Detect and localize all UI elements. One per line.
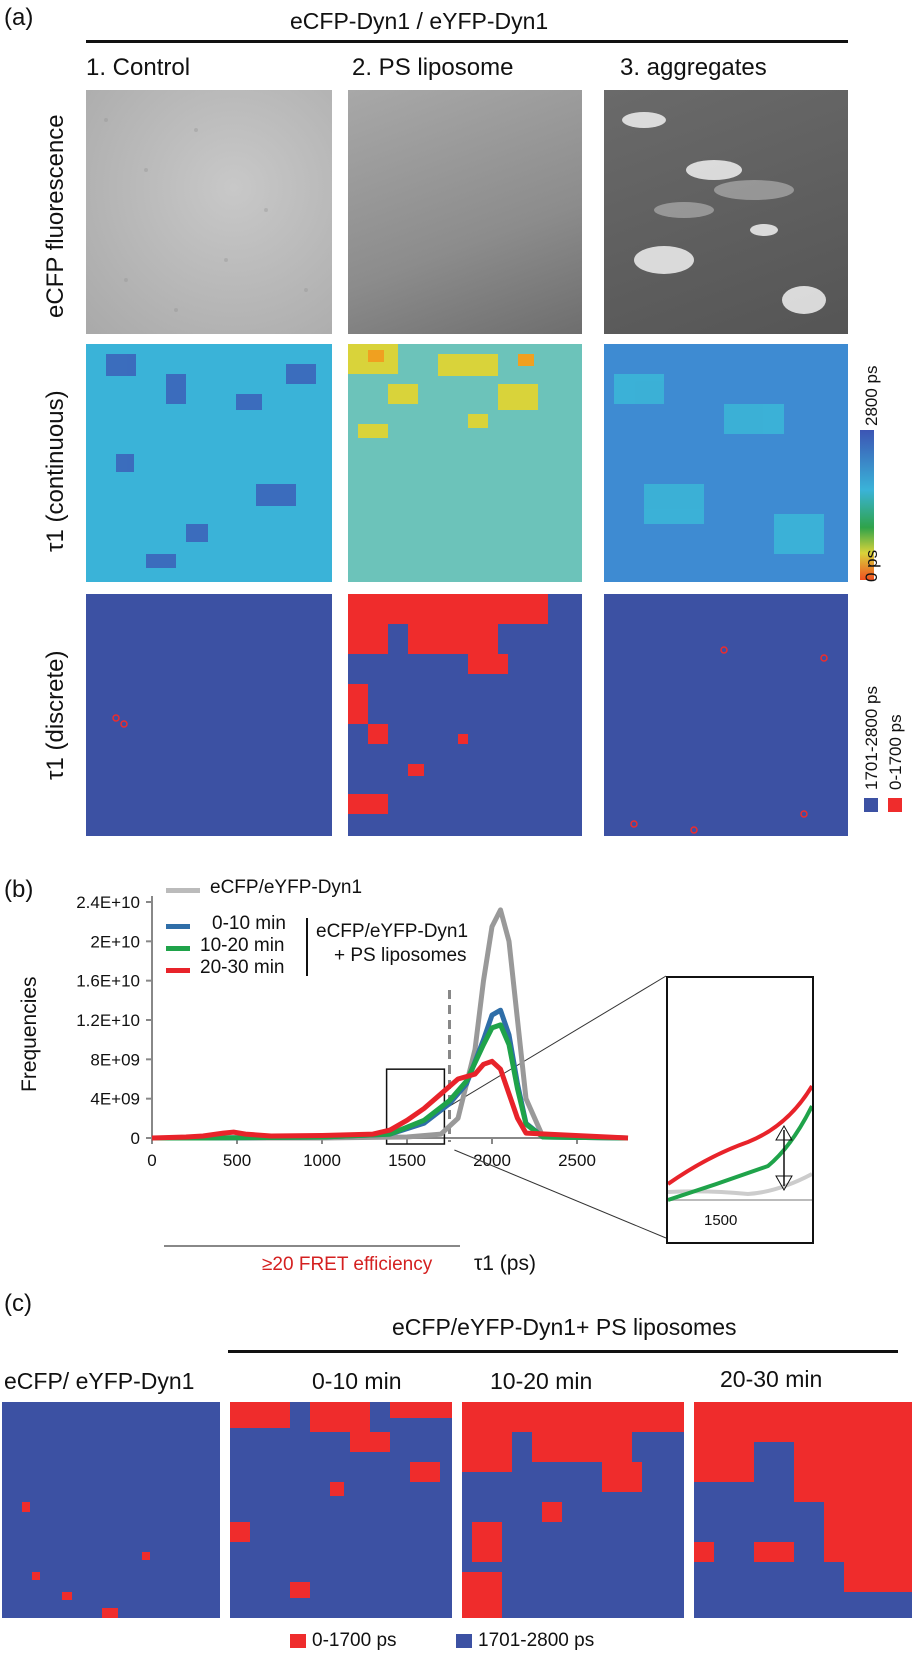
y-tick-label: 2.4E+10 bbox=[76, 893, 140, 912]
x-tick-label: 2500 bbox=[558, 1151, 596, 1170]
x-tick-label: 500 bbox=[223, 1151, 251, 1170]
x-tick-label: 0 bbox=[147, 1151, 156, 1170]
legend-label-0-10: 0-10 min bbox=[212, 913, 286, 934]
legend-label-control: eCFP/eYFP-Dyn1 bbox=[210, 877, 363, 898]
bright-aggregates bbox=[622, 112, 826, 314]
row-label-continuous: τ1 (continuous) bbox=[42, 390, 69, 552]
legend-line-0-10 bbox=[166, 924, 190, 929]
fluorescence-image-ps-liposome bbox=[348, 90, 582, 334]
y-tick-label: 2E+10 bbox=[90, 932, 140, 951]
column-label-ps-liposome: 2. PS liposome bbox=[352, 54, 514, 81]
y-tick-label: 4E+09 bbox=[90, 1090, 140, 1109]
inset-green-line bbox=[668, 1105, 812, 1202]
discrete-map-c-control bbox=[2, 1402, 220, 1618]
discrete-map-c-20-30 bbox=[694, 1402, 912, 1618]
discrete-map-c-0-10 bbox=[230, 1402, 452, 1618]
legend-group-line1: eCFP/eYFP-Dyn1 bbox=[316, 921, 469, 942]
y-tick-label: 1.6E+10 bbox=[76, 972, 140, 991]
column-label-aggregates: 3. aggregates bbox=[620, 54, 767, 81]
legend-line-10-20 bbox=[166, 946, 190, 951]
panel-c-label: (c) bbox=[4, 1290, 32, 1317]
series-line-1 bbox=[152, 1007, 629, 1141]
x-tick-label: 1500 bbox=[388, 1151, 426, 1170]
legend-line-control bbox=[166, 888, 200, 893]
legend-swatch-blue bbox=[864, 798, 878, 812]
continuous-map-aggregates bbox=[604, 344, 848, 582]
x-tick-label: 1000 bbox=[303, 1151, 341, 1170]
c-legend-swatch-red bbox=[290, 1634, 306, 1648]
panel-c-group-header: eCFP/eYFP-Dyn1+ PS liposomes bbox=[392, 1314, 737, 1340]
inset-red-line bbox=[668, 1084, 812, 1186]
frequency-chart: 0 4E+09 8E+09 1.2E+10 1.6E+10 2E+10 2.4E+10 0 50… bbox=[76, 893, 667, 1239]
discrete-legend-blue-label: 1701-2800 ps bbox=[862, 686, 881, 790]
row-label-fluorescence: eCFP fluorescence bbox=[42, 114, 69, 318]
colorbar-min-label: 0 ps bbox=[862, 549, 881, 582]
panel-c-column-10-20: 10-20 min bbox=[490, 1368, 593, 1394]
panel-a-header: eCFP-Dyn1 / eYFP-Dyn1 bbox=[290, 8, 549, 34]
continuous-map-ps-liposome bbox=[348, 344, 582, 582]
legend-swatch-red bbox=[888, 798, 902, 812]
discrete-map-ps-liposome bbox=[348, 594, 582, 836]
colorbar-max-label: 2800 ps bbox=[862, 365, 881, 427]
fret-range-bracket bbox=[164, 1245, 460, 1247]
series-line-3 bbox=[151, 1058, 629, 1141]
y-tick-label: 8E+09 bbox=[90, 1050, 140, 1069]
discrete-map-c-10-20 bbox=[462, 1402, 684, 1618]
colorbar bbox=[860, 430, 874, 580]
c-legend-label-blue: 1701-2800 ps bbox=[478, 1630, 595, 1651]
legend-line-20-30 bbox=[166, 968, 190, 973]
c-legend-swatch-blue bbox=[456, 1634, 472, 1648]
fluorescence-image-control bbox=[86, 90, 332, 334]
y-tick-label: 1.2E+10 bbox=[76, 1011, 140, 1030]
c-legend-label-red: 0-1700 ps bbox=[312, 1630, 397, 1651]
legend-label-10-20: 10-20 min bbox=[200, 935, 285, 956]
inset-tick-label: 1500 bbox=[704, 1212, 738, 1229]
discrete-map-aggregates bbox=[604, 594, 848, 836]
panel-b-label: (b) bbox=[4, 876, 34, 903]
continuous-map-control bbox=[86, 344, 332, 582]
legend-group-line2: + PS liposomes bbox=[334, 945, 467, 966]
zoom-connector-bottom bbox=[454, 1149, 667, 1239]
grain bbox=[104, 118, 308, 312]
y-axis-label: Frequencies bbox=[18, 976, 41, 1092]
legend-group-bracket bbox=[306, 918, 308, 976]
inset-zoom: 1500 bbox=[666, 976, 814, 1244]
legend-label-20-30: 20-30 min bbox=[200, 957, 285, 978]
discrete-map-control bbox=[86, 594, 332, 836]
x-tick-label: 2000 bbox=[473, 1151, 511, 1170]
panel-c-column-20-30: 20-30 min bbox=[720, 1366, 823, 1392]
x-axis-label: τ1 (ps) bbox=[474, 1252, 536, 1275]
panel-a-label: (a) bbox=[4, 4, 34, 31]
discrete-legend-red-label: 0-1700 ps bbox=[886, 714, 905, 790]
panel-a-header-rule bbox=[86, 40, 848, 43]
y-tick-label: 0 bbox=[131, 1129, 140, 1148]
panel-c-header-rule bbox=[228, 1350, 898, 1353]
fluorescence-image-aggregates bbox=[604, 90, 848, 334]
panel-c-column-0-10: 0-10 min bbox=[312, 1368, 402, 1394]
column-label-control: 1. Control bbox=[86, 54, 191, 81]
zoom-connector-top bbox=[444, 975, 667, 1110]
fret-label: ≥20 FRET efficiency bbox=[262, 1254, 433, 1275]
panel-c-column-control: eCFP/ eYFP-Dyn1 bbox=[4, 1368, 195, 1394]
row-label-discrete: τ1 (discrete) bbox=[42, 650, 69, 780]
